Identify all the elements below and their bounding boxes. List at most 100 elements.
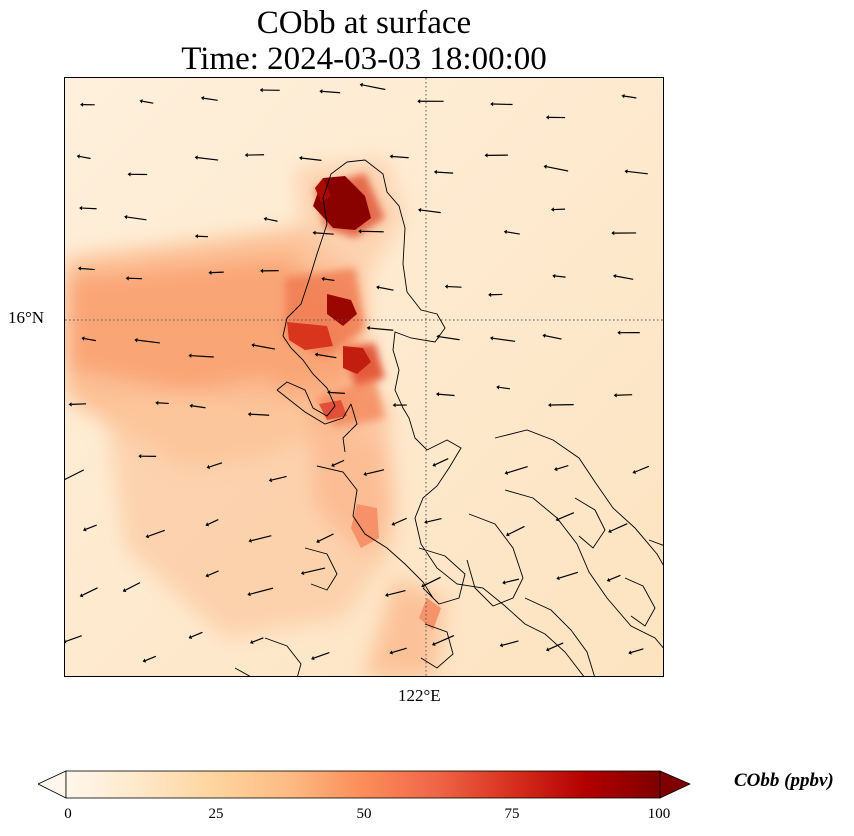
wind-vector-87 [502,578,520,585]
wind-vector-15 [389,154,409,159]
wind-vector-74 [316,533,334,543]
wind-vector-79 [608,523,628,534]
wind-vector-34 [321,276,335,282]
wind-vector-67 [504,466,528,475]
wind-vector-59 [613,393,633,398]
wind-vector-97 [499,640,519,648]
wind-vector-36 [444,284,462,289]
wind-vector-55 [392,402,407,408]
wind-vector-51 [155,400,169,406]
wind-vector-49 [617,330,640,335]
wind-vector-6 [417,99,444,104]
wind-vector-23 [263,216,278,222]
wind-vector-21 [124,214,147,221]
wind-vector-32 [208,270,224,275]
wind-vector-71 [145,529,165,539]
wind-vector-58 [548,402,574,408]
wind-vector-48 [542,333,562,340]
wind-vector-38 [552,273,566,279]
wind-vector-56 [435,392,455,397]
wind-vector-75 [391,517,407,526]
wind-vector-94 [311,651,330,661]
wind-vector-43 [251,343,276,350]
map-title: CObb at surface [256,5,472,41]
map-panel [64,77,664,677]
latitude-tick-label: 16°N [8,308,45,327]
colorbar-bar [65,770,661,799]
colorbar-label: CObb (ppbv) [734,770,834,791]
wind-vector-73 [248,535,272,543]
wind-vector-45 [366,325,394,331]
wind-vector-82 [205,570,219,578]
gridlines [65,78,663,676]
wind-vector-8 [545,115,566,120]
wind-vector-37 [488,292,503,297]
colorbar-tick-25: 25 [208,806,224,822]
wind-vector-2 [200,96,218,101]
wind-vector-30 [77,266,95,271]
wind-vector-98 [545,642,564,652]
central-fire-hotspot [327,294,357,326]
southern-hotspot [343,346,371,374]
wind-vector-7 [490,101,513,107]
wind-vector-13 [244,152,265,158]
wind-vector-66 [432,458,449,467]
wind-vector-35 [376,285,394,291]
wind-vector-86 [421,576,441,588]
south-plume [365,578,445,676]
wind-vector-53 [247,412,270,417]
wind-vector-68 [554,464,569,472]
wind-vector-85 [385,589,406,598]
wind-vector-24 [312,230,334,236]
wind-vector-40 [81,336,96,342]
wind-vector-92 [188,631,203,639]
wind-vector-3 [259,87,280,93]
wind-vector-4 [319,89,341,94]
wind-vector-11 [127,172,148,177]
wind-vector-90 [65,635,82,644]
wind-vector-78 [555,512,575,522]
wind-vector-25 [358,229,384,234]
wind-vector-31 [125,276,142,281]
wind-vector-22 [194,234,209,239]
colorbar-tick-50: 50 [356,806,372,822]
coastline [234,159,663,676]
wind-vector-93 [249,637,264,645]
wind-vector-89 [606,574,621,582]
colorbar-extend-high [659,770,691,799]
wind-vector-62 [206,462,223,469]
wind-vector-77 [506,525,525,537]
wind-vector-63 [268,475,287,483]
wind-vector-39 [612,273,634,280]
wind-vector-14 [299,155,322,161]
longitude-tick-label: 122°E [398,686,441,705]
concentration-map [65,78,663,676]
map-subtitle-time: Time: 2024-03-03 18:00:00 [181,41,547,77]
wind-vector-57 [496,385,511,390]
wind-vector-99 [628,648,644,655]
wind-vector-60 [65,469,85,482]
wind-vector-80 [79,587,98,598]
wind-vector-27 [503,229,520,235]
wind-vector-81 [122,582,141,593]
wind-vector-44 [314,352,337,359]
wind-vector-12 [194,155,219,161]
colorbar [38,770,691,799]
wind-vector-19 [624,169,648,175]
colorbar-extend-low [38,770,67,799]
colorbar-tick-100: 100 [647,806,671,822]
wind-vector-50 [68,402,87,407]
wind-vector-26 [418,207,441,214]
wind-vector-29 [611,230,637,236]
wind-vector-5 [359,82,386,91]
wind-vector-1 [139,99,154,104]
wind-vector-10 [76,154,91,160]
wind-vector-17 [484,153,508,158]
wind-vector-88 [556,571,579,581]
wind-vector-18 [543,164,569,172]
wind-vector-42 [188,353,214,358]
hotspot-cells [287,176,441,630]
wind-vector-91 [142,655,157,663]
wind-vector-54 [327,390,345,395]
wind-vector-28 [550,207,566,212]
